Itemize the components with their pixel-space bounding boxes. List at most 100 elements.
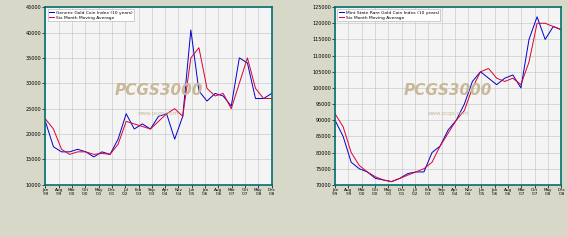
Generic Gold Coin Index (10 years): [91, 155, 98, 158]
Mint State Rare Gold Coin Index (10 years): [541, 38, 548, 41]
Six Month Moving Average: [188, 56, 194, 59]
Six Month Moving Average: [437, 145, 443, 147]
Generic Gold Coin Index (10 years): [163, 112, 170, 115]
Six Month Moving Average: [139, 125, 146, 128]
Six Month Moving Average: [412, 170, 419, 173]
Six Month Moving Average: [244, 56, 251, 59]
Six Month Moving Average: [404, 174, 411, 177]
Mint State Rare Gold Coin Index (10 years): [550, 25, 557, 28]
Generic Gold Coin Index (10 years): [260, 97, 267, 100]
Six Month Moving Average: [493, 77, 500, 80]
Six Month Moving Average: [372, 175, 379, 178]
Six Month Moving Average: [179, 115, 186, 118]
Generic Gold Coin Index (10 years): [188, 28, 194, 31]
Mint State Rare Gold Coin Index (10 years): [461, 103, 468, 105]
Six Month Moving Average: [58, 148, 65, 151]
Six Month Moving Average: [364, 170, 371, 173]
Six Month Moving Average: [42, 117, 49, 120]
Generic Gold Coin Index (10 years): [171, 138, 178, 141]
Mint State Rare Gold Coin Index (10 years): [509, 73, 516, 76]
Mint State Rare Gold Coin Index (10 years): [558, 28, 565, 31]
Six Month Moving Average: [107, 153, 113, 156]
Six Month Moving Average: [429, 161, 435, 164]
Six Month Moving Average: [461, 109, 468, 112]
Six Month Moving Average: [268, 97, 275, 100]
Six Month Moving Average: [147, 128, 154, 130]
Six Month Moving Average: [163, 112, 170, 115]
Generic Gold Coin Index (10 years): [99, 150, 105, 153]
Generic Gold Coin Index (10 years): [244, 62, 251, 64]
Six Month Moving Average: [50, 128, 57, 130]
Mint State Rare Gold Coin Index (10 years): [453, 119, 460, 122]
Six Month Moving Average: [236, 82, 243, 85]
Six Month Moving Average: [501, 80, 508, 83]
Six Month Moving Average: [204, 87, 210, 90]
Six Month Moving Average: [518, 83, 524, 86]
Text: www.pcgs.com: www.pcgs.com: [428, 111, 469, 116]
Line: Six Month Moving Average: Six Month Moving Average: [45, 48, 272, 154]
Line: Six Month Moving Average: Six Month Moving Average: [335, 23, 561, 182]
Six Month Moving Average: [155, 120, 162, 123]
Mint State Rare Gold Coin Index (10 years): [372, 177, 379, 180]
Mint State Rare Gold Coin Index (10 years): [412, 170, 419, 173]
Six Month Moving Average: [469, 87, 476, 89]
Generic Gold Coin Index (10 years): [58, 150, 65, 153]
Generic Gold Coin Index (10 years): [236, 56, 243, 59]
Mint State Rare Gold Coin Index (10 years): [421, 170, 428, 173]
Six Month Moving Average: [534, 22, 540, 25]
Generic Gold Coin Index (10 years): [268, 92, 275, 95]
Six Month Moving Average: [526, 61, 532, 64]
Six Month Moving Average: [453, 119, 460, 122]
Line: Mint State Rare Gold Coin Index (10 years): Mint State Rare Gold Coin Index (10 year…: [335, 17, 561, 182]
Six Month Moving Average: [541, 22, 548, 25]
Legend: Generic Gold Coin Index (10 years), Six Month Moving Average: Generic Gold Coin Index (10 years), Six …: [48, 9, 134, 21]
Text: www.pcgs.com: www.pcgs.com: [138, 111, 179, 116]
Six Month Moving Average: [332, 112, 338, 115]
Mint State Rare Gold Coin Index (10 years): [477, 70, 484, 73]
Mint State Rare Gold Coin Index (10 years): [404, 172, 411, 175]
Generic Gold Coin Index (10 years): [155, 115, 162, 118]
Six Month Moving Average: [421, 167, 428, 170]
Six Month Moving Average: [66, 153, 73, 156]
Six Month Moving Average: [356, 164, 363, 167]
Six Month Moving Average: [260, 97, 267, 100]
Mint State Rare Gold Coin Index (10 years): [493, 83, 500, 86]
Six Month Moving Average: [74, 150, 81, 153]
Generic Gold Coin Index (10 years): [147, 128, 154, 130]
Generic Gold Coin Index (10 years): [139, 123, 146, 125]
Six Month Moving Average: [131, 123, 138, 125]
Six Month Moving Average: [388, 180, 395, 183]
Generic Gold Coin Index (10 years): [179, 115, 186, 118]
Generic Gold Coin Index (10 years): [252, 97, 259, 100]
Generic Gold Coin Index (10 years): [196, 90, 202, 92]
Legend: Mint State Rare Gold Coin Index (10 years), Six Month Moving Average: Mint State Rare Gold Coin Index (10 year…: [337, 9, 441, 21]
Six Month Moving Average: [550, 25, 557, 28]
Mint State Rare Gold Coin Index (10 years): [388, 180, 395, 183]
Six Month Moving Average: [477, 70, 484, 73]
Generic Gold Coin Index (10 years): [228, 105, 235, 108]
Six Month Moving Average: [91, 153, 98, 156]
Mint State Rare Gold Coin Index (10 years): [356, 167, 363, 170]
Six Month Moving Average: [228, 107, 235, 110]
Mint State Rare Gold Coin Index (10 years): [380, 179, 387, 182]
Six Month Moving Average: [220, 92, 227, 95]
Six Month Moving Average: [348, 151, 354, 154]
Generic Gold Coin Index (10 years): [82, 150, 89, 153]
Mint State Rare Gold Coin Index (10 years): [396, 177, 403, 180]
Six Month Moving Average: [99, 152, 105, 155]
Six Month Moving Average: [211, 95, 218, 97]
Six Month Moving Average: [509, 77, 516, 80]
Text: PCGS3000: PCGS3000: [115, 83, 202, 98]
Mint State Rare Gold Coin Index (10 years): [340, 135, 346, 138]
Six Month Moving Average: [380, 179, 387, 182]
Six Month Moving Average: [82, 150, 89, 153]
Generic Gold Coin Index (10 years): [42, 120, 49, 123]
Mint State Rare Gold Coin Index (10 years): [332, 119, 338, 122]
Six Month Moving Average: [171, 107, 178, 110]
Mint State Rare Gold Coin Index (10 years): [518, 87, 524, 89]
Six Month Moving Average: [196, 46, 202, 49]
Generic Gold Coin Index (10 years): [74, 148, 81, 151]
Mint State Rare Gold Coin Index (10 years): [364, 170, 371, 173]
Six Month Moving Average: [558, 28, 565, 31]
Mint State Rare Gold Coin Index (10 years): [534, 15, 540, 18]
